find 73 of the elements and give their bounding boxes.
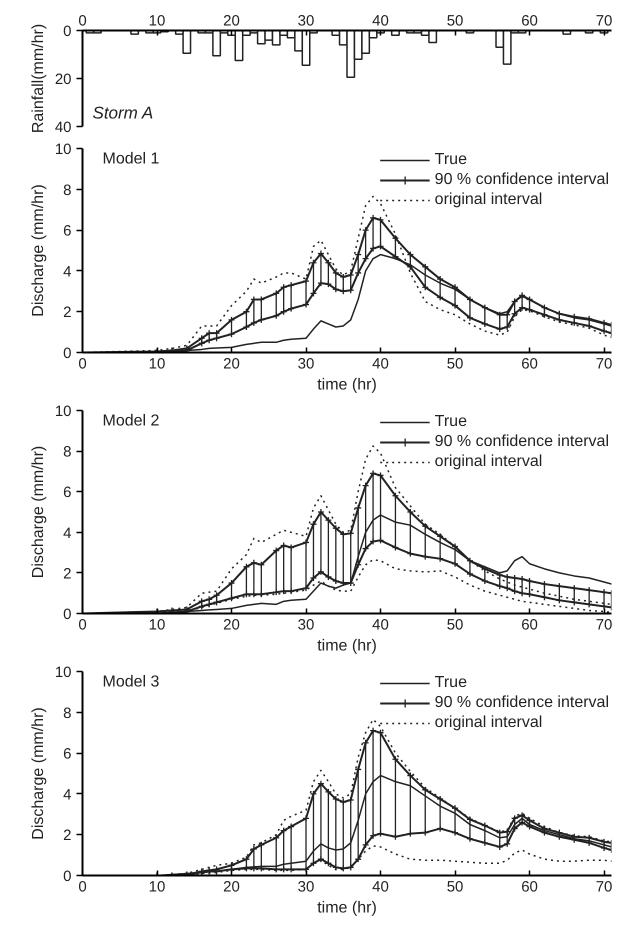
y-tick-label: 0 xyxy=(63,868,72,885)
y-tick-label: 6 xyxy=(63,746,72,763)
legend-label: original interval xyxy=(434,191,542,209)
x-tick-label: 10 xyxy=(148,356,166,372)
y-tick-label: 6 xyxy=(63,484,72,502)
y-tick-label: 8 xyxy=(63,704,72,722)
annotation: Model 2 xyxy=(102,412,160,430)
x-tick-label: 0 xyxy=(78,356,87,372)
y-tick-label: 2 xyxy=(63,827,72,844)
y-tick-label: 4 xyxy=(63,524,72,542)
y-tick-label: 2 xyxy=(63,565,72,582)
y-tick-label: 6 xyxy=(63,222,72,240)
legend-label: True xyxy=(434,413,467,431)
y-tick-label: 40 xyxy=(54,119,72,136)
x-tick-label: 50 xyxy=(446,12,464,30)
x-tick-label: 40 xyxy=(372,356,389,372)
y-tick-label: 8 xyxy=(63,182,72,199)
x-tick-label: 0 xyxy=(78,616,87,634)
legend-label: 90 % confidence interval xyxy=(434,171,609,189)
x-tick-label: 60 xyxy=(521,356,538,372)
y-axis-title: Discharge (mm/hr) xyxy=(30,446,47,578)
y-axis-title: Discharge (mm/hr) xyxy=(30,707,47,840)
x-tick-label: 50 xyxy=(446,616,464,634)
y-tick-label: 8 xyxy=(63,444,72,461)
x-tick-label: 0 xyxy=(78,12,87,30)
annotation: Storm A xyxy=(92,104,154,122)
y-tick-label: 0 xyxy=(63,345,72,362)
x-tick-label: 40 xyxy=(372,616,389,634)
x-tick-label: 60 xyxy=(521,616,538,634)
x-tick-label: 40 xyxy=(372,878,389,896)
annotation: Model 3 xyxy=(102,674,160,690)
x-tick-label: 20 xyxy=(223,616,240,634)
legend-label: 90 % confidence interval xyxy=(434,694,609,712)
y-tick-label: 4 xyxy=(63,263,72,280)
legend-label: 90 % confidence interval xyxy=(434,433,609,451)
x-tick-label: 0 xyxy=(78,878,87,896)
legend-label: True xyxy=(434,151,467,169)
x-tick-label: 70 xyxy=(596,12,612,30)
y-tick-label: 2 xyxy=(63,304,72,322)
x-tick-label: 30 xyxy=(298,878,314,896)
y-tick-label: 4 xyxy=(63,786,72,804)
x-tick-label: 40 xyxy=(372,12,389,30)
x-tick-label: 30 xyxy=(298,12,314,30)
y-tick-label: 10 xyxy=(54,403,72,420)
y-axis-title: Rainfall(mm/hr) xyxy=(30,24,47,134)
x-axis-title: time (hr) xyxy=(317,900,377,916)
x-tick-label: 60 xyxy=(521,878,538,896)
x-axis-title: time (hr) xyxy=(317,376,377,394)
x-tick-label: 30 xyxy=(298,616,314,634)
x-tick-label: 20 xyxy=(223,356,240,372)
y-tick-label: 0 xyxy=(63,606,72,623)
x-tick-label: 70 xyxy=(596,616,612,634)
legend-label: original interval xyxy=(434,453,542,471)
x-tick-label: 70 xyxy=(596,878,612,896)
x-tick-label: 10 xyxy=(148,616,166,634)
x-tick-label: 50 xyxy=(446,356,464,372)
x-tick-label: 20 xyxy=(223,12,240,30)
x-tick-label: 60 xyxy=(521,12,538,30)
legend-label: original interval xyxy=(434,714,542,732)
y-tick-label: 0 xyxy=(63,23,72,40)
x-tick-label: 70 xyxy=(596,356,612,372)
x-tick-label: 10 xyxy=(148,12,166,30)
x-tick-label: 50 xyxy=(446,878,464,896)
annotation: Model 1 xyxy=(102,150,160,168)
y-tick-label: 20 xyxy=(54,71,72,88)
y-tick-label: 10 xyxy=(54,141,72,158)
x-tick-label: 10 xyxy=(148,878,166,896)
x-tick-label: 20 xyxy=(223,878,240,896)
x-axis-title: time (hr) xyxy=(317,638,377,654)
legend-label: True xyxy=(434,674,467,692)
y-tick-label: 10 xyxy=(54,664,72,681)
x-tick-label: 30 xyxy=(298,356,314,372)
y-axis-title: Discharge (mm/hr) xyxy=(30,184,47,317)
